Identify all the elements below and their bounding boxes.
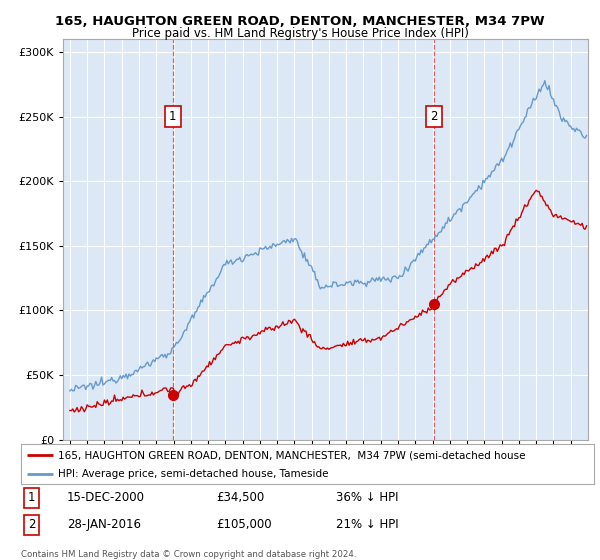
Text: 165, HAUGHTON GREEN ROAD, DENTON, MANCHESTER, M34 7PW: 165, HAUGHTON GREEN ROAD, DENTON, MANCHE…	[55, 15, 545, 27]
Text: £34,500: £34,500	[216, 491, 264, 504]
Text: £105,000: £105,000	[216, 519, 271, 531]
Text: 2: 2	[430, 110, 437, 123]
Text: 21% ↓ HPI: 21% ↓ HPI	[336, 519, 399, 531]
Text: 28-JAN-2016: 28-JAN-2016	[67, 519, 141, 531]
Text: 165, HAUGHTON GREEN ROAD, DENTON, MANCHESTER,  M34 7PW (semi-detached house: 165, HAUGHTON GREEN ROAD, DENTON, MANCHE…	[58, 450, 526, 460]
Text: 2: 2	[28, 519, 35, 531]
Text: 1: 1	[28, 491, 35, 504]
Text: Price paid vs. HM Land Registry's House Price Index (HPI): Price paid vs. HM Land Registry's House …	[131, 27, 469, 40]
Text: Contains HM Land Registry data © Crown copyright and database right 2024.
This d: Contains HM Land Registry data © Crown c…	[21, 550, 356, 560]
Text: 1: 1	[169, 110, 176, 123]
Text: 15-DEC-2000: 15-DEC-2000	[67, 491, 145, 504]
Text: HPI: Average price, semi-detached house, Tameside: HPI: Average price, semi-detached house,…	[58, 469, 329, 479]
Text: 36% ↓ HPI: 36% ↓ HPI	[336, 491, 398, 504]
